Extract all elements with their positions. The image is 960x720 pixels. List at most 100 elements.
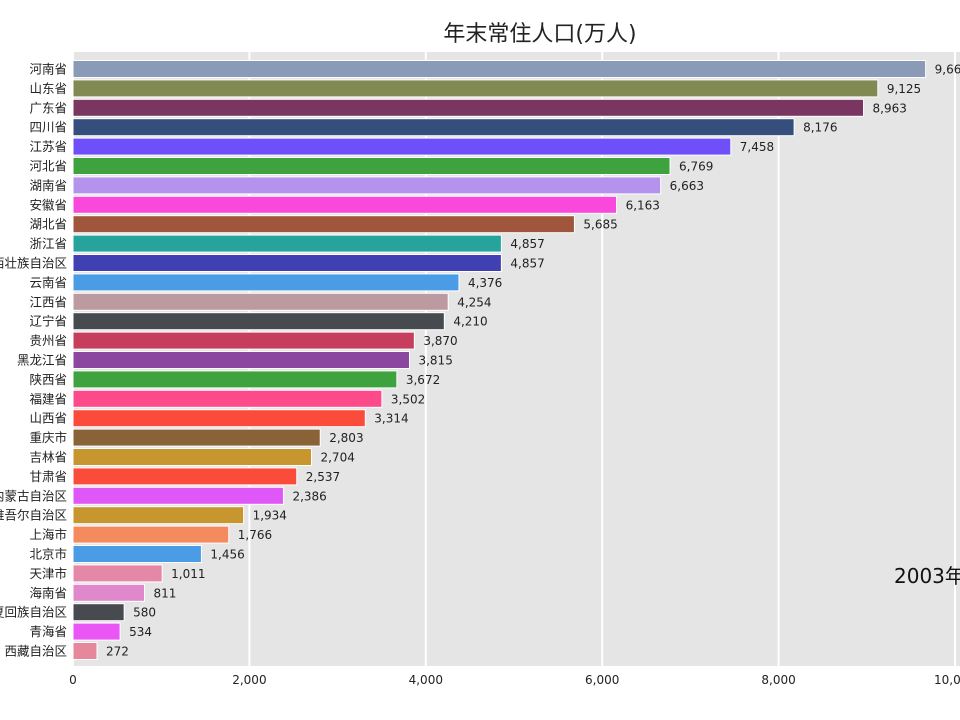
value-label: 1,934 <box>253 509 287 523</box>
value-label: 3,314 <box>374 412 408 426</box>
bar <box>72 60 927 78</box>
value-label: 4,210 <box>453 315 487 329</box>
category-label: 云南省 <box>29 275 67 290</box>
category-label: 内蒙古自治区 <box>0 488 67 503</box>
value-label: 2,386 <box>292 489 326 503</box>
bar <box>72 351 410 369</box>
category-label: 贵州省 <box>29 333 67 348</box>
bar <box>72 545 202 563</box>
category-label: 北京市 <box>29 547 67 562</box>
category-label: 湖南省 <box>29 178 67 193</box>
bar <box>72 467 298 486</box>
value-label: 1,766 <box>238 528 272 542</box>
value-label: 8,963 <box>873 101 907 115</box>
value-label: 4,254 <box>457 295 491 309</box>
category-label: 福建省 <box>29 391 67 406</box>
chart-title: 年末常住人口(万人) <box>443 22 637 47</box>
bar <box>72 195 618 214</box>
value-label: 2,537 <box>306 470 340 484</box>
value-label: 811 <box>154 586 177 600</box>
value-label: 6,769 <box>679 160 713 174</box>
value-label: 5,685 <box>583 218 617 232</box>
bar <box>72 118 795 137</box>
bar <box>72 79 879 98</box>
value-label: 1,456 <box>210 548 244 562</box>
value-label: 580 <box>133 606 156 620</box>
category-label: 辽宁省 <box>29 314 67 329</box>
value-label: 7,458 <box>740 140 774 154</box>
category-label: 黑龙江省 <box>17 353 67 368</box>
bar <box>72 254 502 272</box>
value-label: 6,663 <box>670 179 704 193</box>
category-label: 重庆市 <box>29 430 67 445</box>
bar <box>72 98 865 117</box>
bar <box>72 525 230 544</box>
value-label: 4,376 <box>468 276 502 290</box>
x-tick-label: 2,000 <box>232 673 266 687</box>
bar <box>72 622 121 641</box>
bar <box>72 389 383 408</box>
bar <box>72 564 163 583</box>
category-label: 安徽省 <box>29 197 67 212</box>
bar <box>72 428 321 447</box>
bar <box>72 486 284 505</box>
category-label: 山东省 <box>29 81 67 96</box>
value-label: 3,815 <box>418 354 452 368</box>
bar <box>72 273 460 292</box>
category-label: 四川省 <box>29 120 67 135</box>
value-label: 1,011 <box>171 567 205 581</box>
value-label: 3,672 <box>406 373 440 387</box>
value-label: 9,125 <box>887 82 921 96</box>
category-label: 江西省 <box>29 294 67 309</box>
x-tick-label: 0 <box>69 673 77 687</box>
bar <box>72 215 575 234</box>
category-label: 海南省 <box>29 585 67 600</box>
value-label: 4,857 <box>510 237 544 251</box>
category-label: 青海省 <box>29 624 67 639</box>
category-label: 河南省 <box>29 62 67 77</box>
value-label: 3,870 <box>423 334 457 348</box>
bar <box>72 642 98 660</box>
category-label: 新疆维吾尔自治区 <box>0 508 67 523</box>
value-label: 272 <box>106 645 129 659</box>
bar <box>72 370 398 389</box>
category-label: 西藏自治区 <box>4 644 67 659</box>
category-label: 山西省 <box>29 411 67 426</box>
x-tick-label: 4,000 <box>409 673 443 687</box>
bar <box>72 292 449 311</box>
bar <box>72 409 366 428</box>
x-tick-label: 8,000 <box>761 673 795 687</box>
category-label: 广西壮族自治区 <box>0 256 67 271</box>
value-label: 9,667 <box>935 63 960 77</box>
value-label: 2,803 <box>329 431 363 445</box>
bar <box>72 176 662 195</box>
bar <box>72 331 415 350</box>
value-label: 6,163 <box>626 198 660 212</box>
bar <box>72 448 312 466</box>
bar <box>72 137 732 156</box>
category-label: 上海市 <box>29 527 67 542</box>
value-label: 2,704 <box>320 451 354 465</box>
category-label: 广东省 <box>29 100 67 115</box>
value-label: 3,502 <box>391 392 425 406</box>
category-label: 浙江省 <box>29 236 67 251</box>
period-label: 2003年 <box>894 564 960 588</box>
value-label: 534 <box>129 625 152 639</box>
category-label: 陕西省 <box>29 372 67 387</box>
bar <box>72 603 125 622</box>
value-label: 8,176 <box>803 121 837 135</box>
category-label: 宁夏回族自治区 <box>0 605 67 620</box>
value-label: 4,857 <box>510 257 544 271</box>
category-label: 河北省 <box>29 159 67 174</box>
category-label: 江苏省 <box>29 139 67 154</box>
category-label: 湖北省 <box>29 217 67 232</box>
bar <box>72 157 671 175</box>
bar <box>72 312 445 331</box>
category-label: 甘肃省 <box>29 469 67 484</box>
x-tick-label: 6,000 <box>585 673 619 687</box>
bar <box>72 506 245 525</box>
bar <box>72 583 146 602</box>
category-label: 天津市 <box>29 566 67 581</box>
bar <box>72 234 502 253</box>
